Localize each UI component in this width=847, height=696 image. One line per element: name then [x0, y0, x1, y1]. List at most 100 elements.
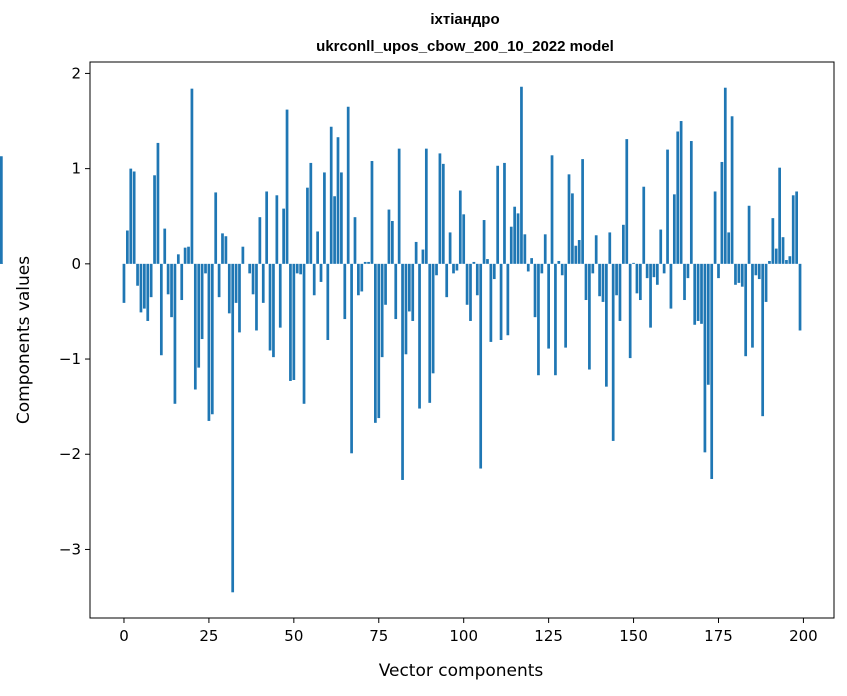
- x-tick-label: 25: [199, 627, 218, 645]
- bar: [791, 195, 795, 264]
- bar: [652, 263, 656, 278]
- bar: [785, 260, 788, 264]
- bar: [227, 263, 231, 314]
- bar: [594, 235, 598, 264]
- bar: [224, 236, 228, 264]
- bar: [350, 263, 353, 454]
- bar: [683, 263, 686, 301]
- bar: [193, 263, 197, 390]
- bar: [632, 262, 635, 264]
- bar: [377, 263, 381, 419]
- bar: [204, 263, 207, 274]
- bar: [625, 139, 629, 264]
- bar: [689, 141, 693, 264]
- y-axis-label: Components values: [14, 256, 34, 424]
- bar: [734, 263, 737, 285]
- bar: [210, 263, 214, 415]
- bar: [710, 263, 714, 479]
- bar: [591, 263, 595, 274]
- bar: [751, 263, 754, 348]
- bar: [156, 142, 160, 264]
- bar: [727, 232, 731, 264]
- bar: [496, 165, 500, 264]
- bar: [717, 263, 720, 279]
- bar: [139, 263, 143, 313]
- bar: [764, 263, 768, 302]
- bar: [126, 230, 129, 264]
- bar: [506, 263, 510, 336]
- bar: [251, 263, 255, 295]
- bar: [676, 131, 680, 264]
- bar: [214, 192, 218, 264]
- bar: [737, 263, 741, 283]
- bar: [346, 106, 350, 264]
- bar: [323, 172, 326, 264]
- bar: [492, 263, 496, 280]
- bar: [343, 263, 347, 320]
- bar: [336, 137, 340, 264]
- bar: [370, 161, 374, 264]
- bar: [754, 263, 758, 276]
- bar: [486, 259, 489, 264]
- bar: [265, 191, 269, 264]
- bar: [655, 263, 659, 285]
- bar: [438, 153, 442, 264]
- bar: [122, 263, 126, 303]
- bar: [798, 263, 802, 331]
- bar: [795, 191, 798, 264]
- bar: [622, 224, 625, 264]
- bar: [0, 156, 3, 264]
- bar: [540, 263, 544, 274]
- bar: [326, 263, 330, 340]
- bar: [693, 263, 697, 325]
- bar: [469, 263, 472, 321]
- bar: [149, 263, 153, 298]
- bar: [367, 261, 370, 264]
- bar: [445, 263, 449, 298]
- bar: [292, 263, 296, 380]
- bar: [499, 263, 503, 340]
- bar: [441, 163, 445, 264]
- bar: [143, 263, 146, 309]
- bar: [720, 161, 724, 264]
- x-tick-label: 175: [704, 627, 733, 645]
- bar: [771, 218, 775, 264]
- bar: [129, 168, 133, 264]
- x-tick-label: 150: [619, 627, 648, 645]
- bar: [543, 234, 547, 264]
- y-tick-label: −3: [59, 540, 81, 558]
- bar: [221, 233, 224, 264]
- bar: [601, 263, 605, 302]
- bar: [503, 162, 506, 264]
- bar: [421, 249, 425, 264]
- bar: [642, 186, 646, 264]
- x-tick-label: 100: [449, 627, 478, 645]
- bar: [669, 263, 673, 309]
- bar: [329, 126, 333, 264]
- bar: [768, 260, 771, 264]
- bar: [781, 237, 785, 264]
- bar: [455, 263, 459, 271]
- bar: [611, 263, 615, 441]
- bar: [520, 86, 523, 264]
- bar: [435, 263, 438, 276]
- bar: [261, 263, 265, 303]
- bar: [316, 231, 319, 264]
- bar: [197, 263, 201, 368]
- bar: [448, 232, 452, 264]
- bar: [312, 263, 316, 296]
- bar: [550, 155, 554, 264]
- bar: [258, 217, 262, 264]
- bar: [679, 121, 683, 264]
- bar: [686, 263, 690, 279]
- bar: [431, 263, 435, 374]
- bar: [163, 228, 167, 264]
- bar: [588, 263, 591, 370]
- bar: [302, 263, 306, 404]
- bar: [306, 187, 309, 264]
- bar: [778, 167, 781, 264]
- bar: [757, 263, 761, 280]
- bar: [418, 263, 421, 409]
